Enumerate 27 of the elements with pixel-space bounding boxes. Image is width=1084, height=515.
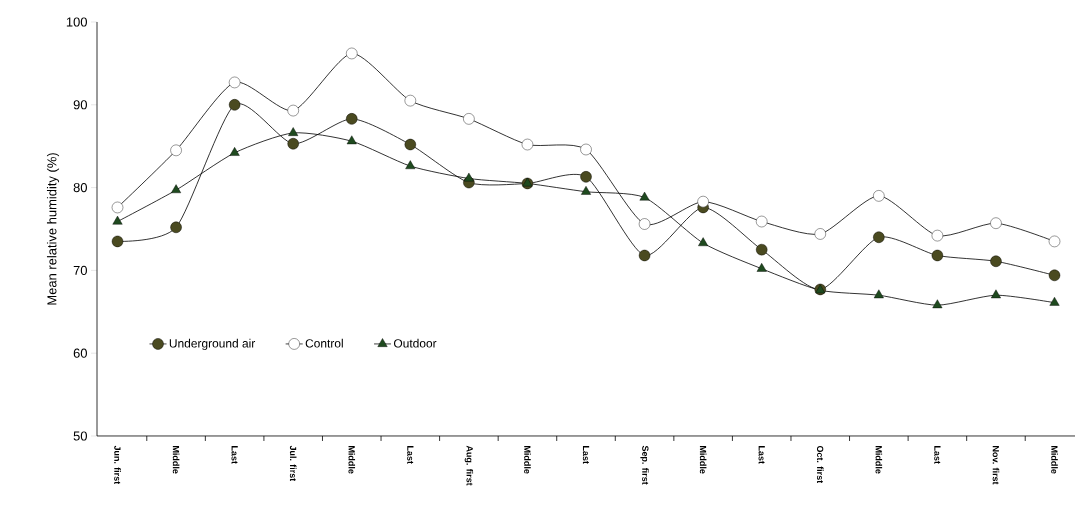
x-tick-label: Middle — [875, 446, 883, 474]
legend-label: Control — [305, 338, 343, 348]
y-tick-label: 90 — [73, 100, 87, 110]
x-tick-label: Last — [758, 446, 765, 464]
x-tick-label: Jul. first — [289, 445, 297, 482]
legend-label: Outdoor — [393, 338, 437, 348]
x-tick-label: Aug. first — [464, 445, 474, 486]
y-tick-label: 70 — [73, 265, 87, 275]
x-tick-label: Middle — [699, 446, 707, 474]
x-tick-label: Middle — [524, 446, 531, 474]
x-tick-label: Last — [582, 446, 590, 464]
y-tick-label: 60 — [73, 348, 87, 358]
x-tick-label: Last — [934, 446, 941, 464]
x-tick-label: Last — [407, 446, 414, 464]
legend-label: Underground air — [169, 338, 256, 350]
y-axis-title: Mean relative humidity (%) — [46, 153, 60, 305]
y-tick-label: 100 — [66, 17, 87, 27]
x-tick-label: Nov. first — [992, 446, 1000, 485]
x-tick-label: Sep. first — [640, 445, 649, 485]
x-tick-label: Middle — [348, 446, 356, 474]
x-tick-label: Middle — [1051, 446, 1058, 474]
y-tick-label: 50 — [73, 431, 87, 441]
y-tick-label: 80 — [73, 183, 87, 193]
x-tick-label: Jun. first — [114, 445, 121, 485]
x-tick-label: Last — [231, 446, 238, 464]
x-tick-label: Oct. first — [816, 445, 824, 484]
x-tick-label: Middle — [172, 446, 180, 474]
